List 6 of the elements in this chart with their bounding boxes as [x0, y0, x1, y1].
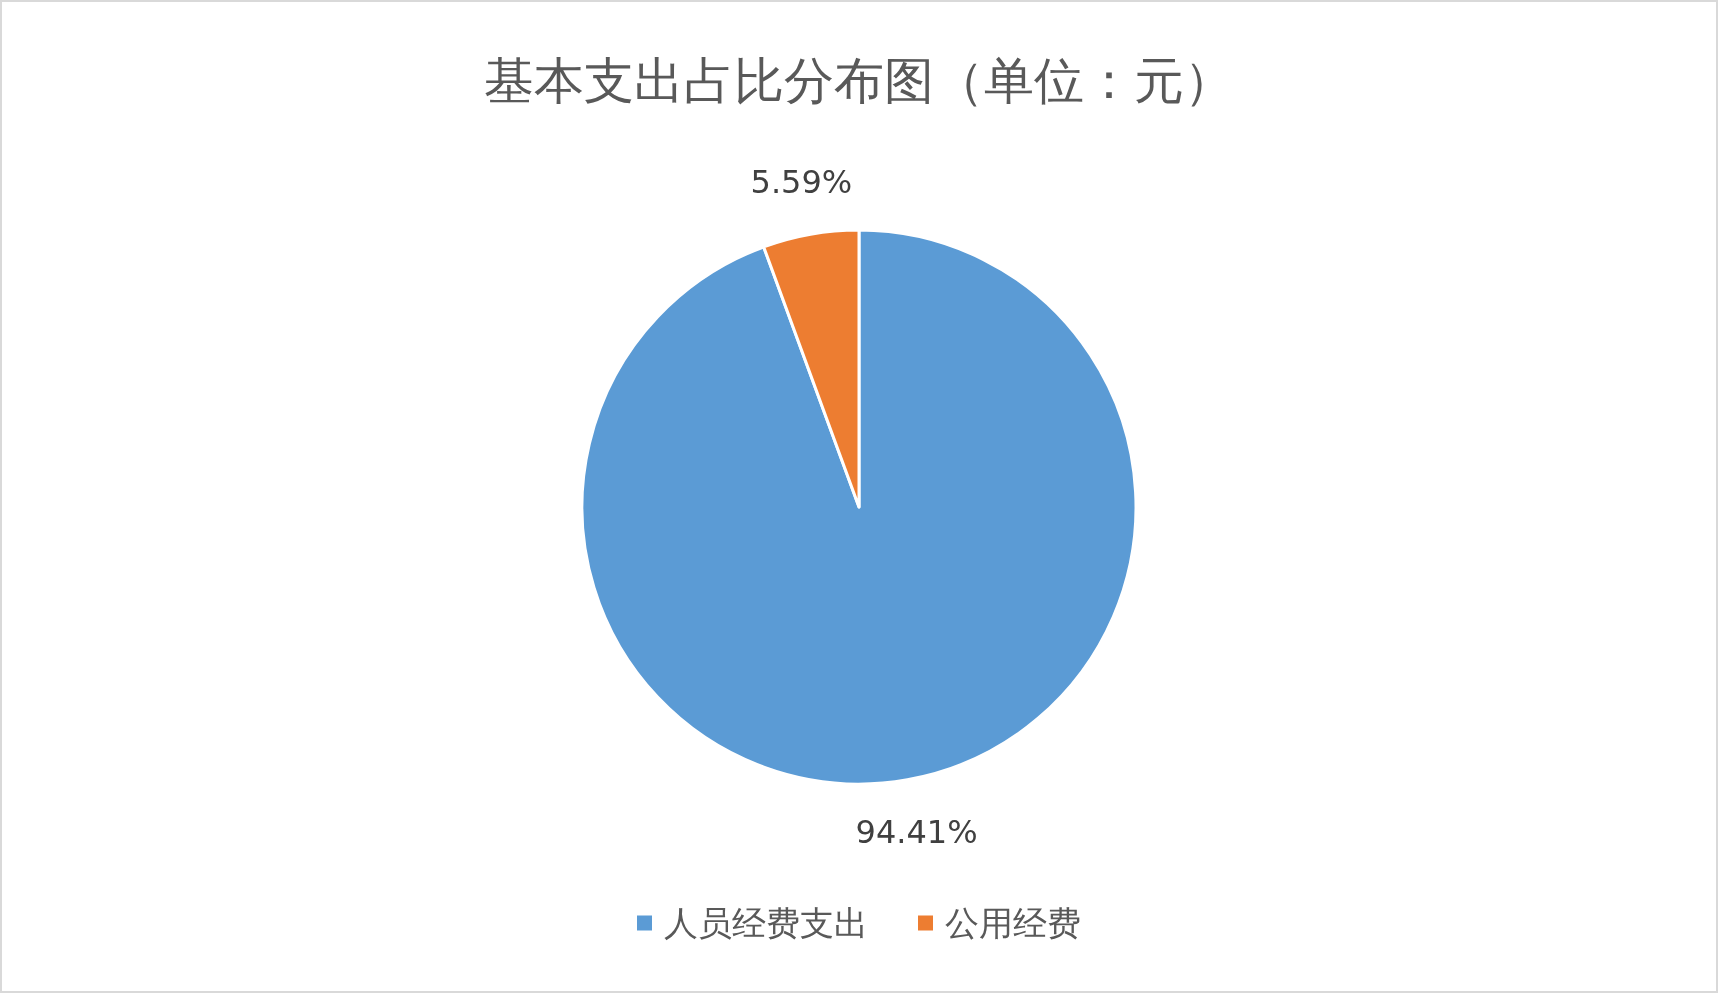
pie-slice: [580, 228, 1138, 786]
legend-label: 人员经费支出: [664, 903, 868, 943]
legend-label: 公用经费: [945, 903, 1081, 943]
data-label: 5.59%: [750, 163, 853, 202]
data-label: 94.41%: [855, 812, 978, 851]
chart-title: 基本支出占比分布图（单位：元）: [484, 52, 1234, 110]
